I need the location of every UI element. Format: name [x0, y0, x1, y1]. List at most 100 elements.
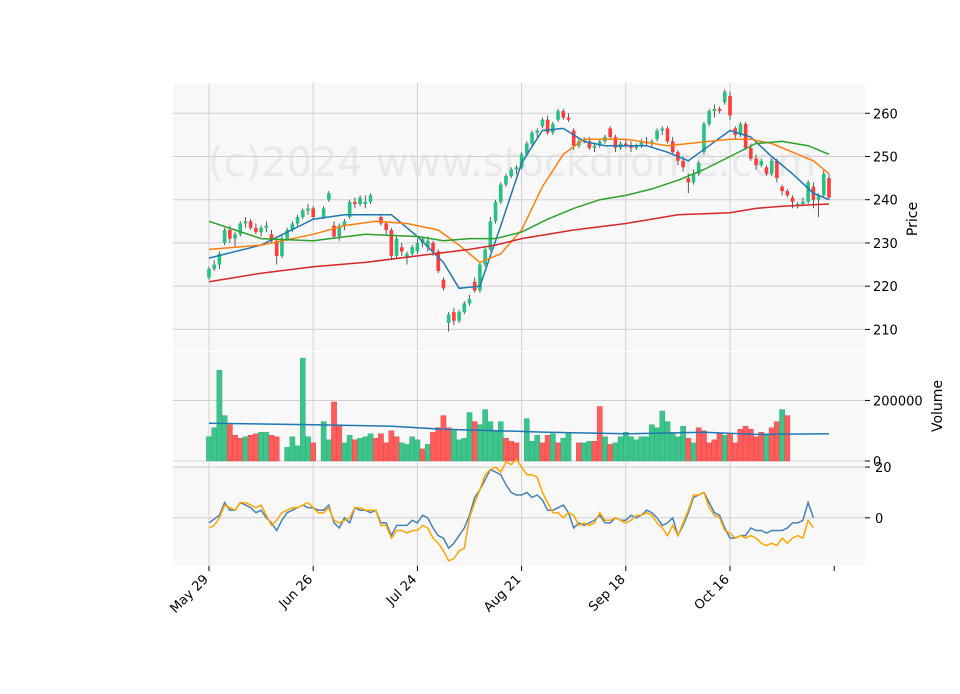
volume-bar [550, 433, 556, 462]
candle-body [426, 240, 430, 248]
moving-average-line [208, 203, 830, 283]
moving-average-line [208, 127, 830, 290]
volume-bar [607, 444, 613, 462]
volume-bar [341, 442, 348, 462]
volume-bar [617, 436, 624, 462]
candle-body [243, 221, 248, 224]
candle-body [556, 111, 560, 120]
candle-body [368, 195, 373, 202]
candle-body [696, 162, 701, 174]
price-tick-label: 250 [873, 150, 898, 165]
volume-bar [628, 436, 634, 462]
price-axis-label: Price [905, 202, 921, 236]
volume-bar [336, 424, 343, 462]
candle-body [483, 249, 487, 265]
volume-bar [388, 430, 395, 462]
volume-bar [664, 421, 671, 462]
watermark-layer: (c)2024 www.stockdrome.com [208, 140, 816, 186]
volume-bar [742, 425, 749, 462]
candle-body [441, 279, 446, 289]
price-tick-label: 260 [873, 107, 898, 122]
volume-bar [398, 442, 405, 462]
candle-body [228, 229, 232, 239]
volume-bar [487, 421, 494, 462]
candle-body [702, 124, 706, 153]
volume-bar [701, 430, 707, 462]
candle-body [780, 186, 784, 192]
volume-bar [721, 435, 728, 462]
candle-body [551, 124, 555, 133]
candle-body [775, 160, 779, 179]
volume-bar [404, 444, 410, 462]
candle-body [566, 117, 571, 120]
volume-tick-label: 0 [873, 455, 881, 470]
volume-bar [539, 442, 546, 462]
candle-body [321, 208, 326, 217]
price-panel-background [173, 83, 865, 351]
candle-body [728, 95, 732, 116]
candle-body [379, 217, 383, 224]
candle-body [540, 119, 545, 127]
volume-bar [544, 435, 551, 462]
volume-bar [430, 432, 436, 462]
volume-bar [232, 435, 238, 462]
volume-bar [732, 442, 739, 462]
volume-bar [331, 401, 337, 462]
candle-body [217, 253, 222, 265]
volume-bar [768, 427, 775, 462]
volume-bar [716, 433, 723, 462]
volume-bar [326, 439, 332, 462]
candle-body [519, 154, 524, 168]
candle-body [347, 201, 352, 217]
candle-body [629, 145, 633, 148]
volume-bar [466, 412, 473, 462]
candle-body [827, 178, 831, 198]
candle-body [457, 312, 461, 321]
candle-body [691, 173, 696, 183]
volume-bar [685, 438, 692, 462]
candle-body [259, 227, 263, 233]
volume-bar [482, 409, 488, 462]
volume-bar [524, 418, 530, 462]
volume-bar [706, 442, 712, 462]
volume-bar [555, 442, 561, 462]
volume-bar [576, 442, 582, 462]
price-tick-label: 230 [873, 237, 898, 252]
candle-body [274, 240, 279, 256]
volume-panel [206, 357, 830, 462]
volume-bar [362, 436, 369, 462]
volume-bar [409, 436, 415, 462]
volume-bar [357, 438, 363, 462]
volume-bar [414, 439, 421, 462]
candle-body [342, 221, 347, 226]
candle-body [707, 111, 711, 125]
volume-bar [513, 442, 520, 462]
candle-body [389, 229, 394, 256]
candle-body [327, 193, 331, 200]
volume-bar [565, 433, 572, 462]
candle-body [769, 160, 774, 174]
volume-bar [378, 433, 384, 462]
candle-body [624, 143, 628, 146]
candle-body [285, 229, 289, 239]
moving-average-line [208, 138, 830, 264]
price-panel [207, 89, 831, 332]
oscillator-tick-label: 0 [875, 512, 883, 527]
volume-bar [268, 435, 275, 462]
volume-bar [435, 427, 442, 462]
candle-body [207, 268, 211, 278]
candle-body [545, 119, 550, 133]
candle-body [587, 141, 592, 148]
volume-bar [471, 421, 478, 462]
candle-body [655, 130, 659, 140]
candle-body [295, 217, 300, 224]
candle-body [712, 108, 717, 112]
candle-body [582, 139, 586, 142]
candle-body [332, 225, 336, 237]
candle-body [264, 225, 269, 228]
volume-bar [372, 438, 379, 462]
candle-body [525, 143, 529, 155]
candle-body [749, 147, 753, 159]
volume-bar [643, 436, 650, 462]
volume-bar [581, 442, 587, 462]
